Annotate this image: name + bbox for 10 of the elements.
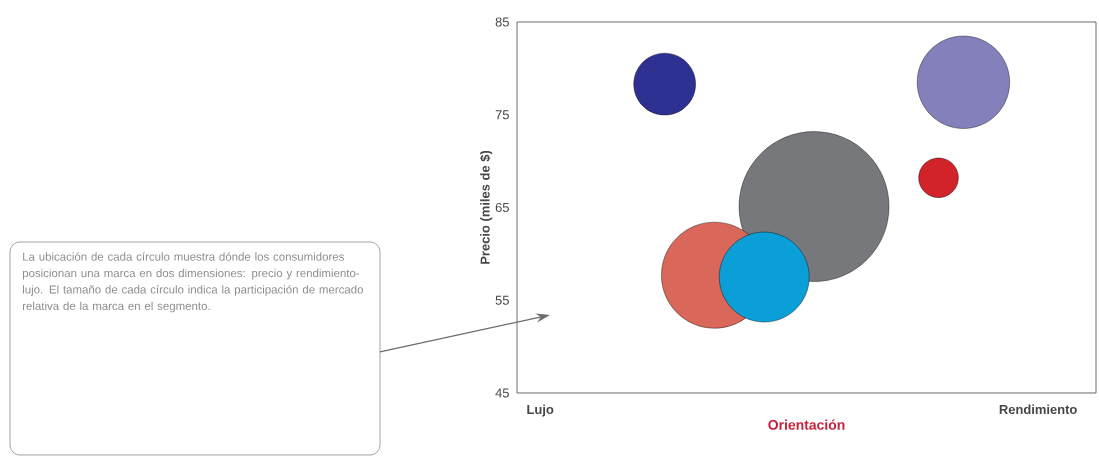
y-axis-title: Precio (miles de $) — [479, 150, 493, 264]
x-tick-label: Rendimiento — [999, 404, 1077, 415]
y-tick-label: 55 — [495, 295, 509, 305]
y-tick-label: 85 — [495, 17, 509, 27]
y-tick-label: 45 — [495, 388, 509, 398]
x-tick-label: Lujo — [527, 404, 554, 417]
y-tick-label: 65 — [495, 202, 509, 213]
y-tick-label: 75 — [495, 110, 509, 120]
text: La ubicación de cada círculo muestra dónde los consumidores posicionan una marca en dos dimensiones: precio y rendimiento-lujo. El tamaño de cada círculo indica la participación de mercado relativa de la marca en el segmento. — [22, 252, 363, 313]
x-axis-title: Orientación — [768, 419, 845, 430]
